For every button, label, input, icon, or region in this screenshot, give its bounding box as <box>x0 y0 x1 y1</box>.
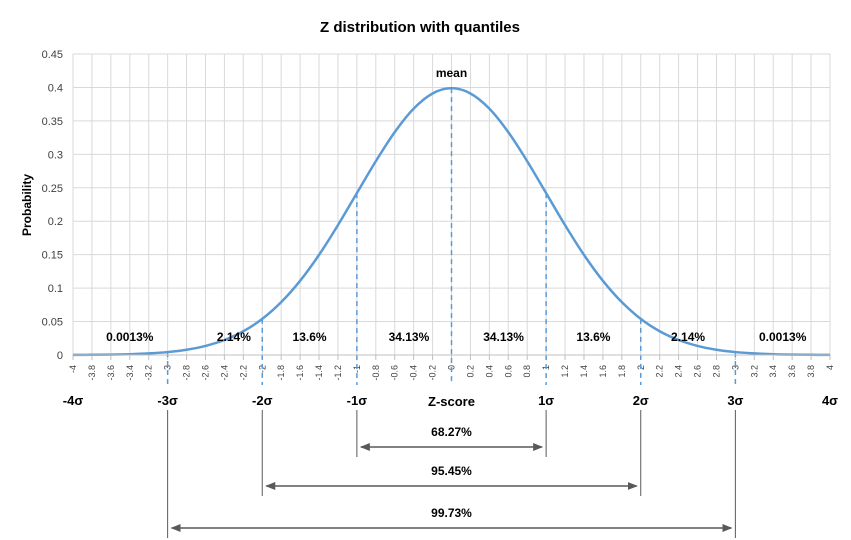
range-percent-label: 68.27% <box>431 425 472 439</box>
x-tick-label: 2.4 <box>674 365 684 378</box>
x-tick-label: 1.8 <box>617 365 627 378</box>
x-tick-label: -2.8 <box>182 365 192 381</box>
sigma-label: 2σ <box>633 393 649 408</box>
x-tick-label: -1.8 <box>276 365 286 381</box>
x-tick-label: -3 <box>163 365 173 373</box>
x-tick-label: -2.4 <box>219 365 229 381</box>
y-tick-label: 0 <box>57 350 63 362</box>
region-percent-label: 34.13% <box>389 330 430 344</box>
y-tick-label: 0.2 <box>48 216 63 228</box>
x-tick-label: -1.4 <box>314 365 324 381</box>
x-tick-label: -3.6 <box>106 365 116 381</box>
x-tick-label: -3.8 <box>87 365 97 381</box>
region-percent-label: 2.14% <box>217 330 251 344</box>
y-tick-label: 0.1 <box>48 283 63 295</box>
x-tick-label: 0.6 <box>503 365 513 378</box>
x-tick-label: 2.2 <box>655 365 665 378</box>
mean-label: mean <box>436 66 467 80</box>
sigma-label: -3σ <box>157 393 178 408</box>
y-tick-label: 0.45 <box>42 49 63 61</box>
x-tick-label: -0.2 <box>428 365 438 381</box>
region-percent-label: 0.0013% <box>106 330 154 344</box>
region-percent-label: 13.6% <box>293 330 327 344</box>
x-tick-label: -0.4 <box>409 365 419 381</box>
y-tick-label: 0.35 <box>42 116 63 128</box>
range-percent-label: 99.73% <box>431 506 472 520</box>
x-tick-label: -0.8 <box>371 365 381 381</box>
x-tick-label: -0.6 <box>390 365 400 381</box>
x-tick-label: 4 <box>825 365 835 370</box>
x-tick-label: -4 <box>68 365 78 373</box>
x-tick-label: 3.8 <box>806 365 816 378</box>
x-tick-label: -1.2 <box>333 365 343 381</box>
x-tick-label: 3.6 <box>787 365 797 378</box>
y-tick-label: 0.3 <box>48 149 63 161</box>
x-tick-label: 1.4 <box>579 365 589 378</box>
region-percent-label: 13.6% <box>576 330 610 344</box>
normal-curve <box>72 86 831 357</box>
x-tick-label: -2.6 <box>200 365 210 381</box>
region-percent-label: 34.13% <box>483 330 524 344</box>
y-axis-label: Probability <box>20 174 34 236</box>
x-tick-label: -2.2 <box>238 365 248 381</box>
sigma-label: -1σ <box>347 393 368 408</box>
region-percent-label: 0.0013% <box>759 330 807 344</box>
x-tick-label: 2.6 <box>693 365 703 378</box>
y-tick-label: 0.25 <box>42 183 63 195</box>
sigma-label: 3σ <box>727 393 743 408</box>
x-axis-label: Z-score <box>428 394 475 409</box>
y-tick-label: 0.05 <box>42 317 63 329</box>
sigma-lines <box>166 88 737 385</box>
region-percent-label: 2.14% <box>671 330 705 344</box>
sigma-label: 4σ <box>822 393 838 408</box>
x-tick-label: 3 <box>730 365 740 370</box>
x-tick-label: 2.8 <box>711 365 721 378</box>
region-labels: 0.0013% 2.14% 13.6% 34.13% 34.13% 13.6% 2.14% 0… <box>106 330 807 344</box>
y-tick-label: 0.4 <box>48 82 63 94</box>
x-tick-label: -3.4 <box>125 365 135 381</box>
x-tick-label: 3.2 <box>749 365 759 378</box>
sigma-label: -2σ <box>252 393 273 408</box>
sigma-label: 1σ <box>538 393 554 408</box>
x-tick-label: 1.2 <box>560 365 570 378</box>
gridlines <box>72 53 831 355</box>
x-tick-label: -1.6 <box>295 365 305 381</box>
y-axis-ticks: 0 0.05 0.1 0.15 0.2 0.25 0.3 0.35 0.4 0.45 <box>42 49 63 362</box>
x-tick-label: -3.2 <box>144 365 154 381</box>
chart-title: Z distribution with quantiles <box>320 19 520 36</box>
x-tick-label: -2 <box>257 365 267 373</box>
x-tick-label: 1.6 <box>598 365 608 378</box>
sigma-label: -4σ <box>63 393 84 408</box>
x-axis-ticks: -4 -3.8 -3.6 -3.4 -3.2 -3 -2.8 -2.6 -2.4 -2.2 -2 -1… <box>68 355 835 381</box>
range-percent-label: 95.45% <box>431 464 472 478</box>
x-tick-label: 3.4 <box>768 365 778 378</box>
x-tick-label: 0.2 <box>465 365 475 378</box>
sigma-labels: -4σ -3σ -2σ -1σ 1σ 2σ 3σ 4σ <box>63 393 838 408</box>
range-brackets: 68.27% 95.45% 99.73% <box>167 410 736 538</box>
x-tick-label: 0.8 <box>522 365 532 378</box>
x-tick-label: 0.4 <box>484 365 494 378</box>
y-tick-label: 0.15 <box>42 250 63 262</box>
